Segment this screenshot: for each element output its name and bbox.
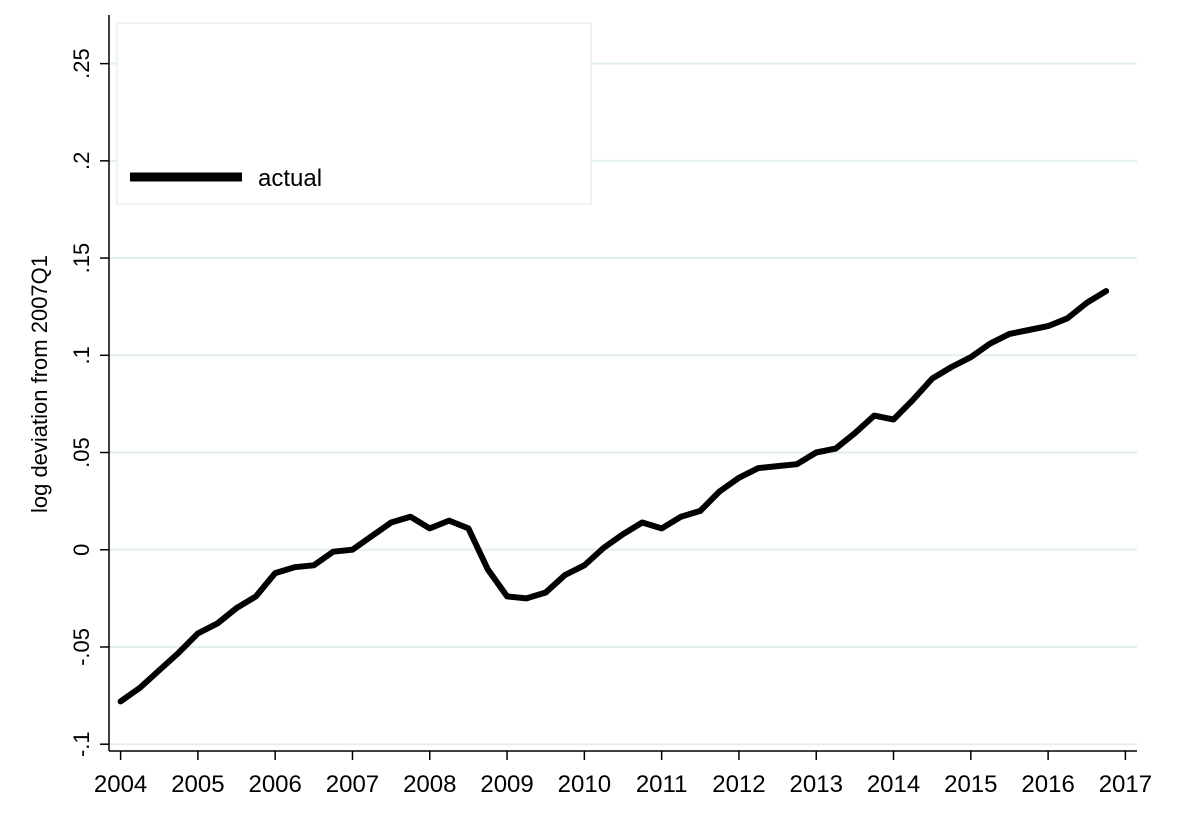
x-tick-label: 2016 — [1021, 771, 1074, 798]
y-tick-label: .05 — [69, 437, 94, 468]
x-tick-label: 2004 — [94, 771, 147, 798]
y-axis-label: log deviation from 2007Q1 — [27, 255, 52, 513]
series-layer — [117, 288, 1110, 705]
series-line-actual — [117, 288, 1110, 705]
x-tick-label: 2017 — [1099, 771, 1152, 798]
x-tick-label: 2011 — [636, 771, 688, 798]
x-tick-label: 2008 — [403, 771, 456, 798]
y-tick-label: .15 — [69, 243, 94, 274]
x-tick-label: 2015 — [944, 771, 997, 798]
x-tick-label: 2006 — [248, 771, 301, 798]
legend: actual — [116, 22, 592, 205]
x-tick-label: 2012 — [712, 771, 765, 798]
x-tick-label: 2007 — [326, 771, 379, 798]
y-tick-label: .2 — [69, 152, 94, 170]
x-tick-label: 2014 — [867, 771, 920, 798]
y-tick-label: -.1 — [69, 731, 94, 757]
x-tick-label: 2005 — [171, 771, 224, 798]
legend-label-actual: actual — [258, 165, 322, 192]
axes: -.1 -.05 0 .05 .1 .15 .2 .25 2004 2005 2006 2007 200… — [69, 15, 1152, 798]
y-tick-label: .1 — [69, 346, 94, 364]
y-tick-label: 0 — [69, 544, 94, 556]
x-tick-label: 2009 — [480, 771, 533, 798]
y-tick-label: -.05 — [69, 628, 94, 666]
x-tick-label: 2013 — [790, 771, 843, 798]
y-tick-label: .25 — [69, 48, 94, 79]
x-tick-label: 2010 — [558, 771, 611, 798]
